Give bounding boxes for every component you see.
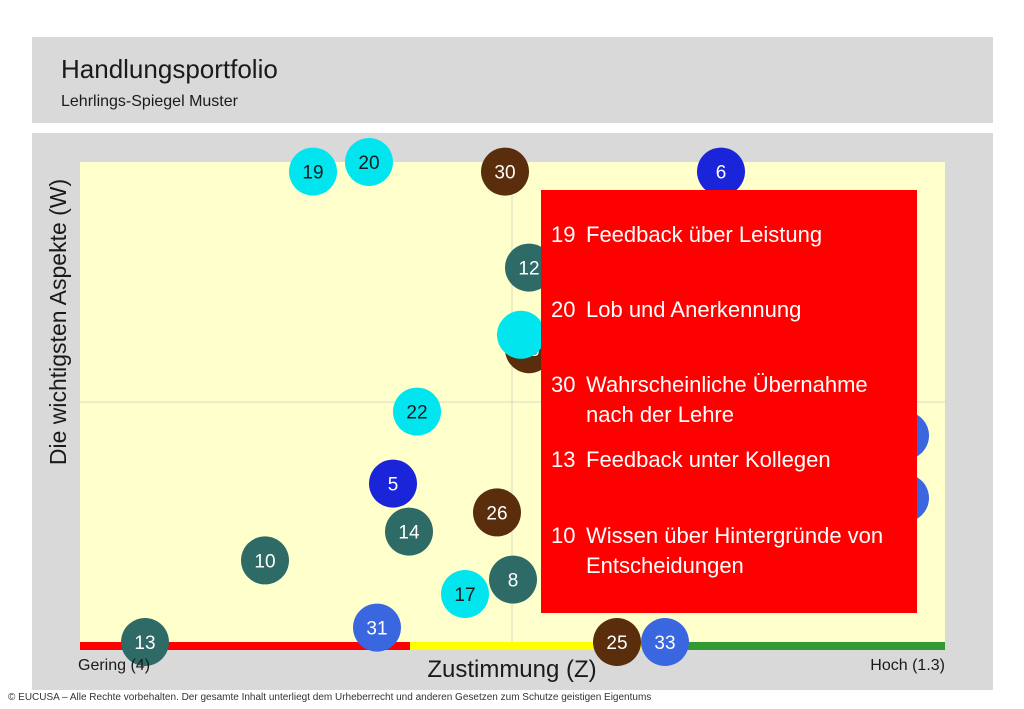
data-point: 31 (353, 603, 401, 652)
popup-item-text: Wahrscheinliche Übernahme nach der Lehre (586, 372, 868, 427)
popup-item-text: Lob und Anerkennung (586, 297, 802, 322)
data-point-label: 25 (606, 633, 627, 654)
page-title: Handlungsportfolio (61, 54, 278, 84)
y-axis-title: Die wichtigsten Aspekte (W) (45, 179, 71, 465)
popup-item: 10 Wissen über Hintergründe von Entschei… (551, 521, 916, 581)
data-point-marker (641, 618, 689, 666)
x-axis-left-label: Gering (4) (78, 657, 150, 674)
popup-item-number: 19 (551, 222, 576, 247)
data-point-marker (697, 147, 745, 196)
data-point-label: 12 (518, 259, 539, 280)
data-point-marker (473, 488, 521, 537)
data-point-label: 26 (486, 503, 507, 524)
header: Handlungsportfolio Lehrlings-Spiegel Mus… (32, 37, 993, 123)
data-point-marker (289, 147, 337, 196)
popup-item-number: 13 (551, 447, 576, 472)
data-point: 5 (369, 459, 417, 508)
data-point-label: 20 (358, 153, 379, 174)
data-point-marker (481, 147, 529, 196)
data-point-label: 5 (388, 475, 399, 496)
data-point-marker (345, 138, 393, 186)
data-point-label: 13 (134, 633, 155, 654)
axis-band-high (645, 642, 945, 650)
data-point: 17 (441, 570, 489, 618)
data-point-marker (385, 507, 433, 556)
data-point: 13 (121, 618, 169, 666)
data-point-label: 6 (716, 163, 727, 184)
data-point-label: 14 (398, 523, 420, 544)
legend-popup: 19 Feedback über Leistung 20 Lob und Ane… (541, 190, 917, 613)
data-point-marker (353, 603, 401, 652)
data-point-label: 31 (366, 619, 387, 640)
data-point-label: 17 (454, 585, 475, 606)
data-point-label: 19 (302, 163, 323, 184)
data-point: 8 (489, 555, 537, 604)
data-point: 26 (473, 488, 521, 537)
popup-item: 20 Lob und Anerkennung (551, 295, 916, 325)
data-point: 10 (241, 536, 289, 585)
data-point-label: 22 (406, 403, 427, 424)
data-point-marker (241, 536, 289, 585)
data-point-marker (593, 618, 641, 666)
data-point-marker (441, 570, 489, 618)
popup-item-text: Wissen über Hintergründe von Entscheidun… (586, 523, 884, 578)
data-point-marker (497, 310, 545, 359)
data-point: 14 (385, 507, 433, 556)
data-point: 30 (481, 147, 529, 196)
data-point: 19 (289, 147, 337, 196)
data-point-label: 30 (494, 163, 515, 184)
popup-item-text: Feedback unter Kollegen (586, 447, 831, 472)
data-point-marker (393, 387, 441, 436)
data-point: 22 (393, 387, 441, 436)
data-point-marker (369, 459, 417, 508)
axis-band-low (80, 642, 410, 650)
popup-item: 30 Wahrscheinliche Übernahme nach der Le… (551, 370, 916, 430)
data-point: 25 (593, 618, 641, 666)
popup-item-number: 20 (551, 297, 576, 322)
data-point: 33 (641, 618, 689, 666)
x-axis-right-label: Hoch (1.3) (870, 657, 945, 674)
popup-item-number: 30 (551, 372, 576, 397)
x-axis-title: Zustimmung (Z) (427, 656, 596, 683)
data-point: 6 (697, 147, 745, 196)
popup-item-number: 10 (551, 523, 576, 548)
footer-copyright: © EUCUSA – Alle Rechte vorbehalten. Der … (8, 692, 652, 703)
data-point-label: 33 (654, 633, 675, 654)
popup-item: 13 Feedback unter Kollegen (551, 445, 916, 475)
data-point-marker (121, 618, 169, 666)
popup-item: 19 Feedback über Leistung (551, 220, 916, 250)
data-point-label: 8 (508, 571, 519, 592)
data-point-label: 10 (254, 551, 275, 572)
data-point (497, 310, 545, 359)
popup-item-text: Feedback über Leistung (586, 222, 823, 247)
data-point-marker (489, 555, 537, 604)
axis-band-mid (410, 642, 645, 650)
page-subtitle: Lehrlings-Spiegel Muster (61, 93, 238, 110)
data-point: 20 (345, 138, 393, 186)
